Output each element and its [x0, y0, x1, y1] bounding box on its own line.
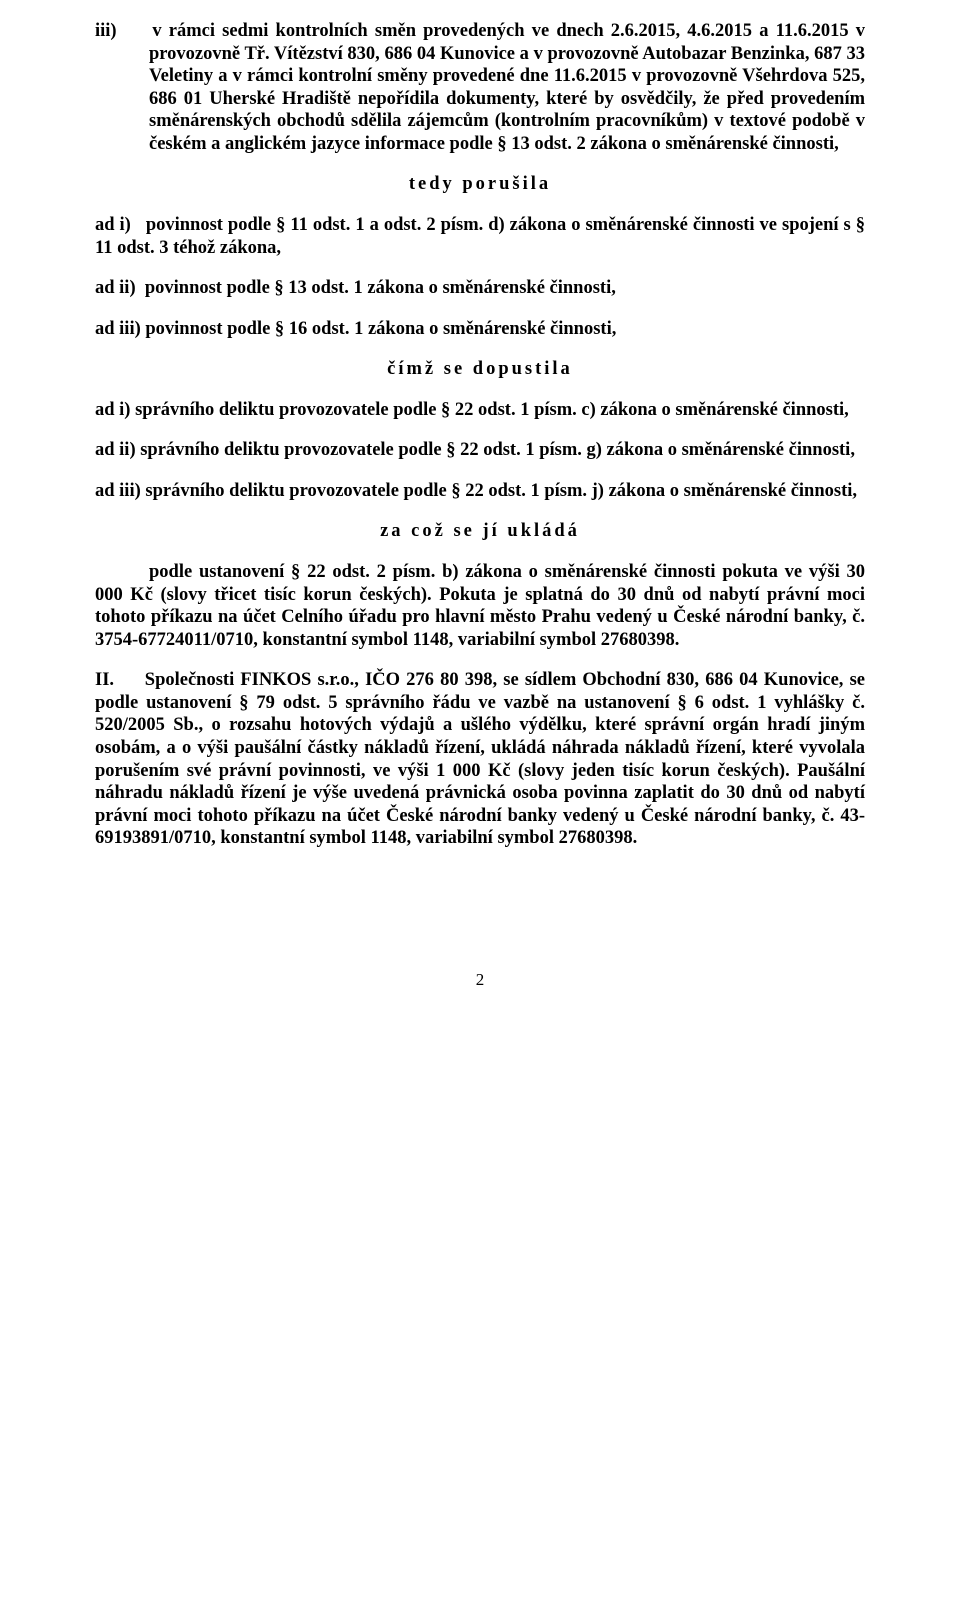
heading-tedy-porusila: tedy porušila [95, 173, 865, 196]
delikt-ii: ad ii) správního deliktu provozovatele p… [95, 439, 865, 462]
page-number: 2 [95, 970, 865, 991]
heading-za-coz: za což se jí ukládá [95, 520, 865, 543]
delikt-iii: ad iii) správního deliktu provozovatele … [95, 480, 865, 503]
ad-iii: ad iii) povinnost podle § 16 odst. 1 zák… [95, 318, 865, 341]
page: iii) v rámci sedmi kontrolních směn prov… [0, 0, 960, 1050]
ad-ii: ad ii) povinnost podle § 13 odst. 1 záko… [95, 277, 865, 300]
item-iii: iii) v rámci sedmi kontrolních směn prov… [95, 20, 865, 155]
delikt-i: ad i) správního deliktu provozovatele po… [95, 399, 865, 422]
ad-i: ad i) povinnost podle § 11 odst. 1 a ods… [95, 214, 865, 259]
pokuta-paragraph: podle ustanovení § 22 odst. 2 písm. b) z… [95, 561, 865, 651]
section-ii: II. Společnosti FINKOS s.r.o., IČO 276 8… [95, 669, 865, 850]
heading-cimz-se-dopustila: čímž se dopustila [95, 358, 865, 381]
